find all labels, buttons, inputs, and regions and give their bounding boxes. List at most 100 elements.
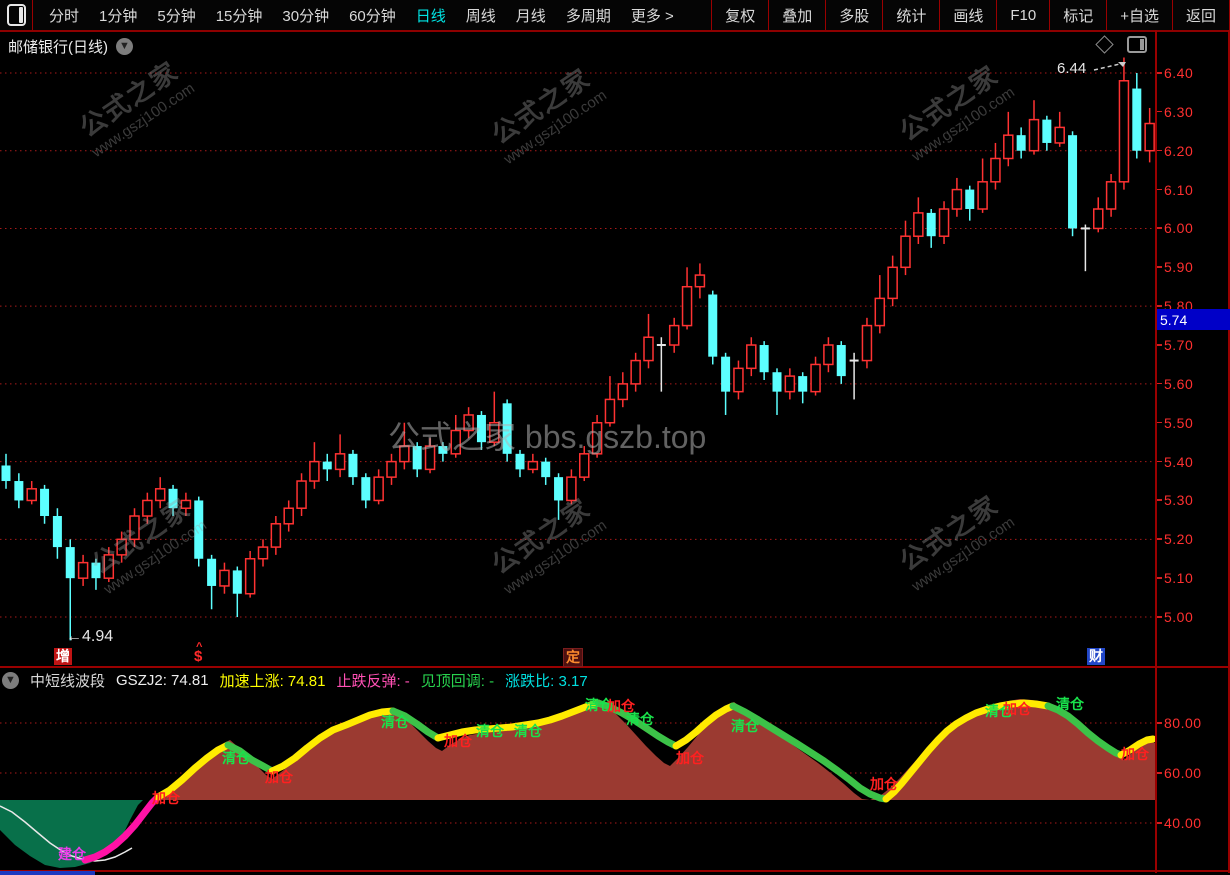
signal-label-add: 加仓 [265, 769, 293, 785]
current-price-badge: 5.74 [1157, 309, 1230, 330]
indicator-axis-label-60.00: 60.00 [1164, 765, 1202, 781]
axis-label-6.10: 6.10 [1164, 181, 1194, 198]
toolbar-item-多周期[interactable]: 多周期 [565, 7, 611, 25]
axis-label-5.70: 5.70 [1164, 337, 1194, 354]
action-menu: 复权 叠加 多股 统计 画线 F10 标记 +自选 返回 [711, 0, 1230, 30]
axis-label-5.90: 5.90 [1164, 259, 1194, 276]
axis-label-5.60: 5.60 [1164, 375, 1194, 392]
chart-corner-icons [1095, 35, 1147, 54]
toolbar-item-1分钟[interactable]: 1分钟 [99, 7, 138, 25]
sidebar-toggle-icon[interactable] [7, 4, 26, 26]
marker-$: $ ^ [194, 641, 203, 665]
toolbar-item-更多 >[interactable]: 更多 > [630, 7, 674, 25]
signal-label-open: 建仓 [58, 846, 86, 862]
toolbar-item-15分钟[interactable]: 15分钟 [215, 7, 263, 25]
axis-label-5.40: 5.40 [1164, 453, 1194, 470]
indicator-chart[interactable] [0, 668, 1155, 875]
signal-label-add: 加仓 [1121, 746, 1149, 762]
signal-label-add: 加仓 [1003, 701, 1031, 717]
panel-divider [0, 666, 1230, 668]
signal-label-add: 加仓 [607, 698, 635, 714]
toolbar-button-多股[interactable]: 多股 [825, 0, 882, 30]
axis-tick [1155, 72, 1162, 74]
toolbar-button-+自选[interactable]: +自选 [1106, 0, 1172, 30]
chart-title-bar: 邮储银行(日线) ▼ [8, 36, 133, 57]
toolbar-button-F10[interactable]: F10 [996, 0, 1049, 30]
indicator-header-field-3: 止跌反弹: - [336, 673, 410, 690]
marker-定: 定 [563, 648, 583, 667]
signal-label-add: 加仓 [444, 733, 472, 749]
axis-tick [1155, 344, 1162, 346]
axis-border [1155, 30, 1157, 873]
axis-tick [1155, 772, 1162, 774]
marker-财: 财 [1087, 648, 1105, 665]
indicator-axis-label-80.00: 80.00 [1164, 715, 1202, 731]
axis-label-6.30: 6.30 [1164, 103, 1194, 120]
top-toolbar: 分时 1分钟 5分钟 15分钟 30分钟 60分钟 日线 周线 月线 多周期 更多 > 复权 叠加 多股… [0, 0, 1230, 32]
indicator-header-field-1: GSZJ2: 74.81 [116, 672, 209, 689]
toolbar-button-返回[interactable]: 返回 [1171, 0, 1230, 30]
axis-label-5.50: 5.50 [1164, 414, 1194, 431]
signal-label-sell: 清仓 [476, 723, 504, 739]
axis-tick [1155, 266, 1162, 268]
bottom-border [0, 870, 1230, 872]
main-candlestick-chart[interactable] [0, 0, 1155, 668]
signal-label-sell: 清仓 [731, 718, 759, 734]
axis-tick [1155, 460, 1162, 463]
axis-label-5.00: 5.00 [1164, 609, 1194, 626]
toolbar-item-分时[interactable]: 分时 [49, 7, 80, 25]
axis-tick [1155, 577, 1162, 579]
toolbar-button-复权[interactable]: 复权 [711, 0, 768, 30]
diamond-icon[interactable] [1095, 35, 1114, 54]
axis-label-5.10: 5.10 [1164, 570, 1194, 587]
marker-hat: ^ [196, 641, 203, 653]
signal-label-sell: 清仓 [222, 750, 250, 766]
axis-tick [1155, 382, 1162, 385]
axis-tick [1155, 538, 1162, 540]
axis-tick [1155, 616, 1162, 618]
toolbar-button-统计[interactable]: 统计 [882, 0, 939, 30]
axis-label-5.30: 5.30 [1164, 492, 1194, 509]
symbol-title: 邮储银行(日线) [8, 39, 108, 56]
signal-label-sell: 清仓 [514, 723, 542, 739]
axis-tick [1155, 227, 1162, 229]
axis-label-6.40: 6.40 [1164, 65, 1194, 81]
indicator-header: ▼ 中短线波段 GSZJ2: 74.81 加速上涨: 74.81 止跌反弹: - 见顶回… [2, 670, 588, 691]
axis-label-6.20: 6.20 [1164, 142, 1194, 159]
axis-label-5.20: 5.20 [1164, 531, 1194, 548]
right-border [1228, 30, 1230, 873]
toolbar-item-5分钟[interactable]: 5分钟 [157, 7, 196, 25]
toolbar-button-标记[interactable]: 标记 [1049, 0, 1106, 30]
axis-tick [1155, 149, 1162, 152]
axis-tick [1155, 188, 1162, 191]
high-price-annotation: 6.44 [1057, 60, 1087, 77]
scrollbar-fragment[interactable] [0, 871, 95, 875]
marker-增: 增 [54, 648, 72, 665]
signal-label-sell: 清仓 [381, 714, 409, 730]
axis-label-6.00: 6.00 [1164, 220, 1194, 237]
toolbar-button-叠加[interactable]: 叠加 [768, 0, 825, 30]
signal-label-sell: 清仓 [985, 703, 1013, 719]
panel-layout-icon[interactable] [1127, 36, 1147, 53]
toolbar-divider [32, 0, 33, 30]
toolbar-item-月线[interactable]: 月线 [515, 7, 546, 25]
period-menu: 分时 1分钟 5分钟 15分钟 30分钟 60分钟 日线 周线 月线 多周期 更多 > [39, 5, 684, 26]
indicator-header-field-2: 加速上涨: 74.81 [219, 673, 326, 690]
low-price-annotation: ←4.94 [66, 628, 114, 645]
signal-label-sell: 清仓 [585, 697, 613, 713]
high-arrow-icon [1093, 62, 1126, 71]
toolbar-item-60分钟[interactable]: 60分钟 [349, 7, 396, 25]
axis-tick [1155, 722, 1162, 724]
signal-label-add: 加仓 [676, 750, 704, 766]
chevron-down-icon[interactable]: ▼ [2, 672, 19, 689]
axis-tick [1155, 305, 1162, 307]
indicator-header-field-5: 涨跌比: 3.17 [505, 673, 588, 690]
toolbar-item-日线[interactable]: 日线 [415, 7, 446, 25]
axis-tick [1155, 421, 1162, 424]
indicator-header-field-4: 见顶回调: - [420, 673, 495, 690]
chevron-down-icon[interactable]: ▼ [116, 38, 133, 55]
toolbar-item-30分钟[interactable]: 30分钟 [282, 7, 330, 25]
toolbar-button-画线[interactable]: 画线 [939, 0, 996, 30]
toolbar-item-周线[interactable]: 周线 [465, 7, 496, 25]
